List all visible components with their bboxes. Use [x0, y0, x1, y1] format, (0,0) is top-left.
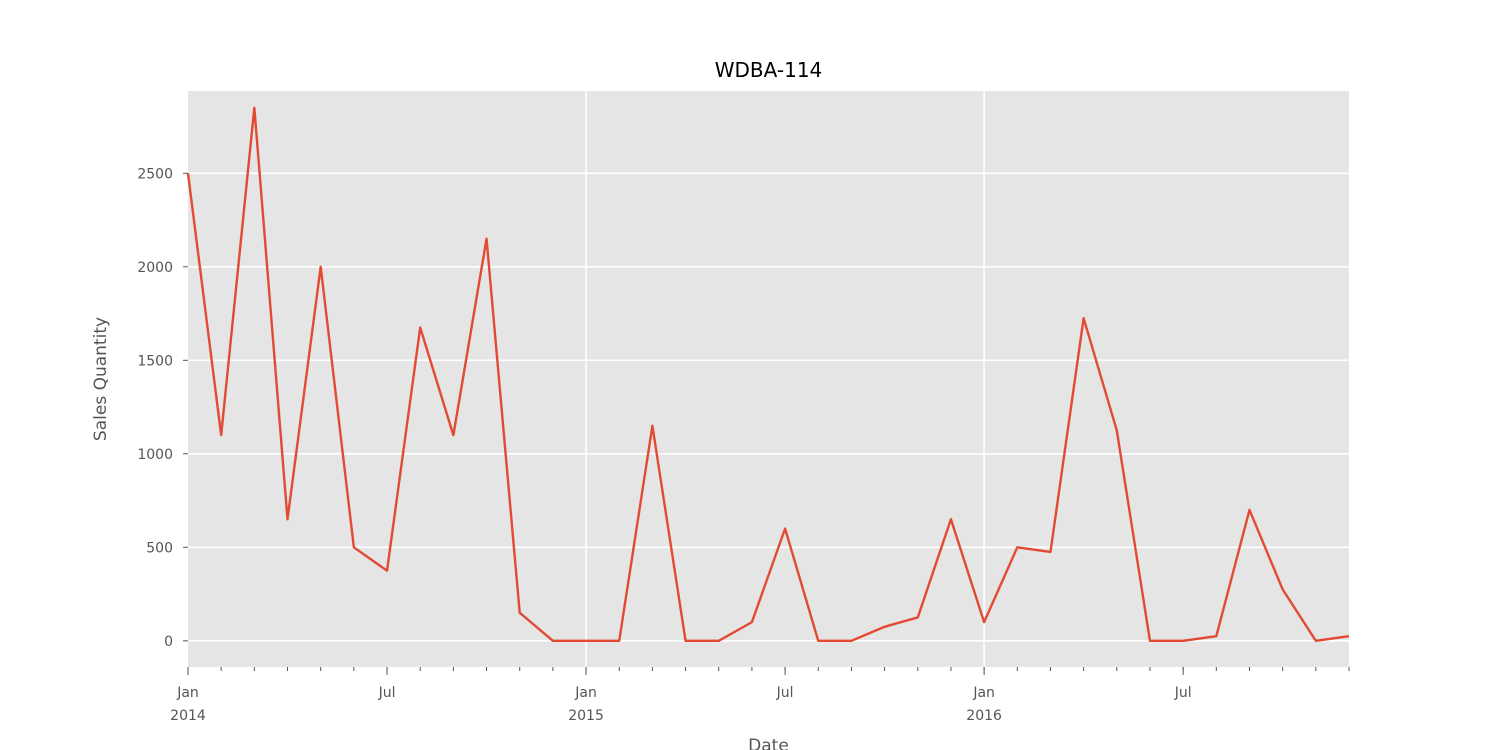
y-tick-label: 2000: [137, 260, 173, 276]
x-tick-label: Jul: [1174, 685, 1192, 701]
x-axis: Jan 2014 Jul Jan 2015 Jul Jan 2016 Jul: [170, 667, 1350, 724]
series-layer: [186, 106, 1350, 643]
y-axis-label: Sales Quantity: [91, 317, 111, 441]
y-tick-label: 2500: [137, 166, 173, 182]
y-tick-label: 1500: [137, 353, 173, 369]
x-tick-label: Jan: [972, 685, 995, 701]
x-tick-label: Jan: [176, 685, 199, 701]
x-tick-label: Jul: [776, 685, 794, 701]
y-tick-label: 500: [146, 540, 173, 556]
x-tick-label: Jul: [378, 685, 396, 701]
x-tick-label: Jan: [574, 685, 597, 701]
y-axis: 0 500 1000 1500 2000 2500: [137, 166, 188, 650]
x-tick-year-label: 2014: [170, 708, 206, 724]
x-axis-label: Date: [748, 736, 789, 750]
x-tick-year-label: 2015: [568, 708, 604, 724]
y-tick-label: 0: [164, 634, 173, 650]
plot-area: [188, 91, 1349, 667]
y-tick-label: 1000: [137, 447, 173, 463]
x-tick-year-label: 2016: [966, 708, 1002, 724]
series-line: [186, 106, 1350, 643]
chart-title: WDBA-114: [715, 58, 823, 82]
